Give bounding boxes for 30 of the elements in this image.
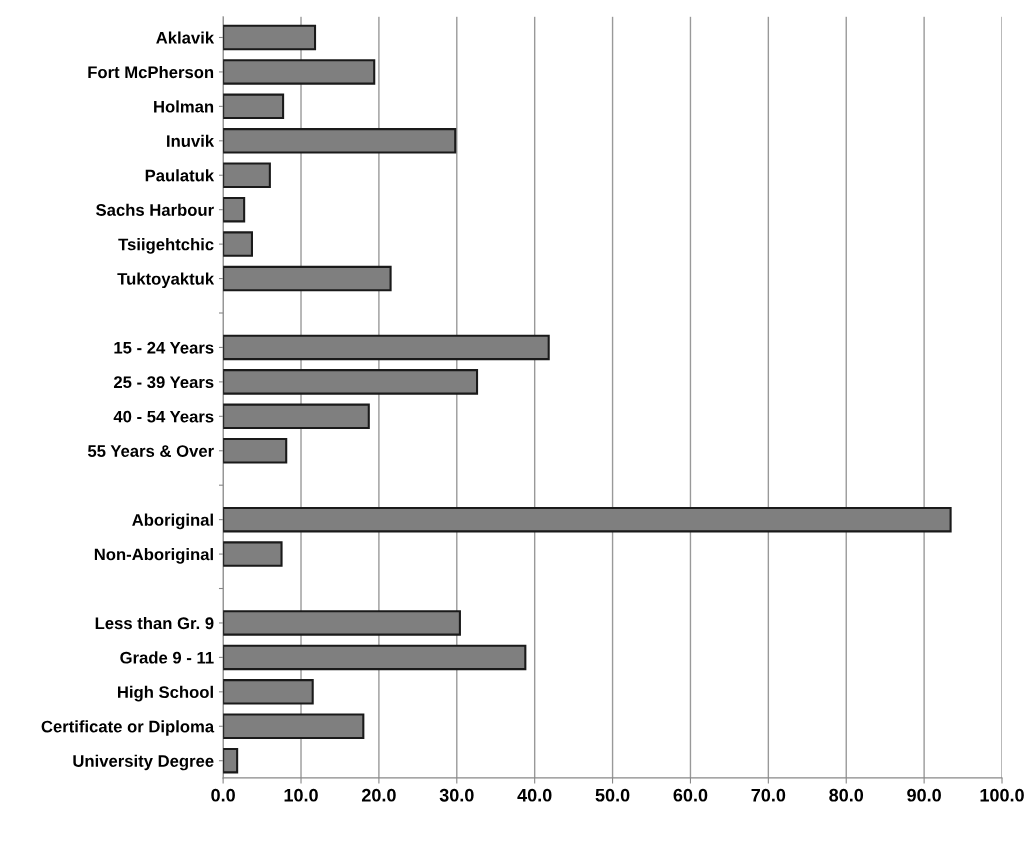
y-tick-label: Certificate or Diploma	[41, 720, 215, 736]
y-tick-label: Fort McPherson	[88, 65, 214, 79]
x-tick-label: 60.0	[673, 788, 708, 802]
y-tick-label: University Degree	[73, 754, 214, 771]
y-tick-label: Holman	[154, 100, 214, 113]
y-tick-label: Inuvik	[167, 134, 215, 147]
x-tick-label: 30.0	[439, 788, 474, 802]
x-tick-label: 90.0	[907, 788, 941, 802]
y-tick-label: Grade 9 - 11	[120, 651, 214, 664]
y-tick-label: High School	[118, 685, 213, 702]
x-tick-label: 0.0	[211, 788, 235, 802]
y-tick-label: Non-Aboriginal	[94, 548, 213, 564]
y-tick-label: Aklavik	[156, 31, 215, 44]
x-tick-label: 50.0	[595, 788, 630, 802]
x-tick-label: 70.0	[751, 788, 786, 802]
x-tick-label: 100.0	[980, 788, 1024, 802]
x-tick-label: 10.0	[284, 788, 318, 802]
y-tick-label: Less than Gr. 9	[95, 616, 214, 630]
y-tick-label: Tuktoyaktuk	[117, 272, 215, 289]
y-tick-label: Tsiigehtchic	[118, 238, 214, 254]
y-tick-label: 25 - 39 Years	[113, 376, 214, 389]
y-tick-label: 40 - 54 Years	[113, 410, 214, 423]
x-tick-label: 40.0	[517, 788, 552, 802]
y-tick-label: Sachs Harbour	[96, 203, 214, 216]
x-tick-label: 80.0	[829, 788, 864, 802]
y-tick-label: 55 Years & Over	[87, 445, 214, 457]
y-tick-label: Aboriginal	[132, 513, 213, 530]
y-tick-label: Paulatuk	[145, 169, 215, 182]
x-tick-label: 20.0	[361, 788, 396, 802]
y-tick-label: 15 - 24 Years	[114, 341, 214, 354]
